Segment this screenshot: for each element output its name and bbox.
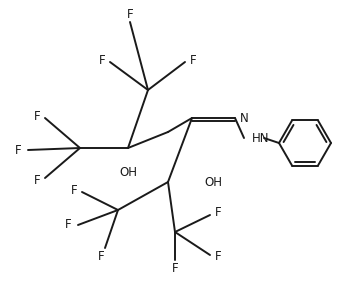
Text: F: F bbox=[190, 54, 196, 67]
Text: OH: OH bbox=[204, 175, 222, 188]
Text: F: F bbox=[99, 54, 105, 67]
Text: F: F bbox=[34, 109, 40, 122]
Text: F: F bbox=[127, 8, 133, 21]
Text: F: F bbox=[71, 184, 77, 197]
Text: F: F bbox=[15, 144, 21, 157]
Text: OH: OH bbox=[119, 166, 137, 179]
Text: F: F bbox=[98, 250, 104, 263]
Text: F: F bbox=[215, 250, 221, 263]
Text: F: F bbox=[215, 206, 221, 219]
Text: F: F bbox=[172, 261, 178, 274]
Text: HN: HN bbox=[252, 131, 269, 144]
Text: F: F bbox=[34, 173, 40, 186]
Text: N: N bbox=[240, 111, 249, 124]
Text: F: F bbox=[65, 219, 71, 232]
